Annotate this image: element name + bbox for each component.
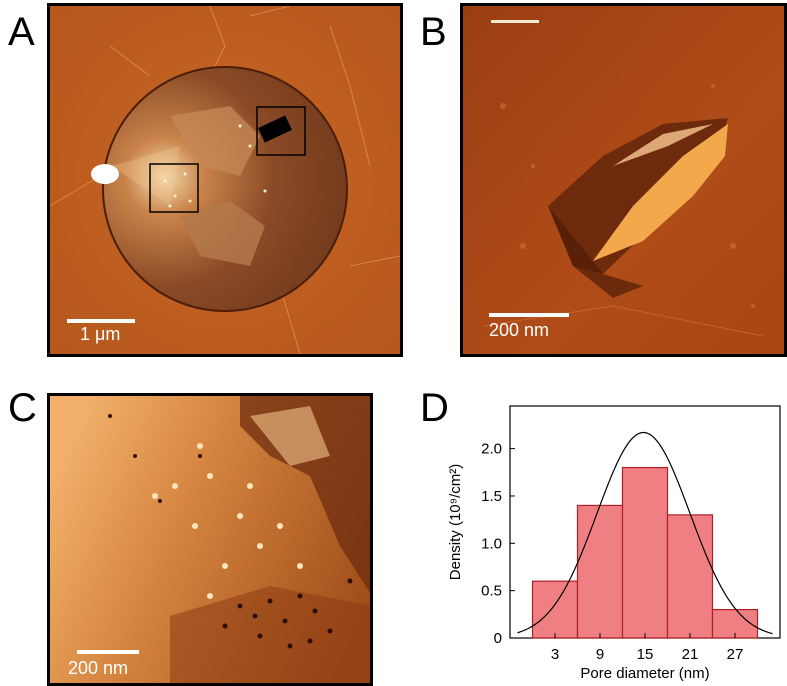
y-axis-label: Density (10⁹/cm²) bbox=[447, 464, 464, 580]
y-tick-label-2: 0.5 bbox=[481, 583, 502, 600]
y-tick-label-4: 1.5 bbox=[481, 488, 502, 505]
x-tick-label-5: 27 bbox=[727, 646, 744, 663]
scale-bar-b bbox=[489, 313, 569, 317]
y-tick-label-1: 0 bbox=[494, 630, 502, 647]
x-axis-label: Pore diameter (nm) bbox=[580, 665, 709, 682]
panel-label-a: A bbox=[8, 10, 35, 54]
scale-bar-c bbox=[77, 650, 139, 654]
histogram-bar-3 bbox=[621, 466, 669, 639]
afm-image-b: 200 nm bbox=[460, 3, 787, 357]
x-tick-label-3: 15 bbox=[637, 646, 654, 663]
x-tick-label-2: 9 bbox=[596, 646, 604, 663]
scale-bar-a-label: 1 μm bbox=[80, 324, 121, 344]
y-tick-label-3: 1.0 bbox=[481, 535, 502, 552]
scale-bar-c-label: 200 nm bbox=[68, 658, 129, 678]
pore-diameter-histogram: 00.51.01.52.03 9 15 21 27 Density (10⁹/cm²) … bbox=[447, 405, 781, 682]
afm-image-b-graphic bbox=[463, 6, 784, 354]
gaussian-fit-curve bbox=[517, 431, 773, 635]
y-tick-label-5: 2.0 bbox=[481, 441, 502, 458]
panel-label-b: B bbox=[420, 10, 447, 54]
scale-bar-b-label: 200 nm bbox=[489, 320, 550, 340]
panel-label-d: D bbox=[420, 386, 449, 430]
afm-image-a: 1 μm bbox=[47, 3, 403, 357]
histogram-bar-4 bbox=[666, 514, 714, 639]
afm-image-c: 200 nm bbox=[47, 393, 373, 686]
afm-image-c-graphic bbox=[50, 396, 370, 683]
x-tick-label-4: 21 bbox=[682, 646, 699, 663]
scale-bar-a bbox=[67, 319, 135, 323]
panel-label-c: C bbox=[8, 386, 37, 430]
afm-image-a-graphic bbox=[50, 6, 400, 354]
histogram-bar-2 bbox=[576, 504, 624, 639]
x-tick-label-1: 3 bbox=[551, 646, 559, 663]
histogram-bar-1 bbox=[531, 580, 579, 639]
